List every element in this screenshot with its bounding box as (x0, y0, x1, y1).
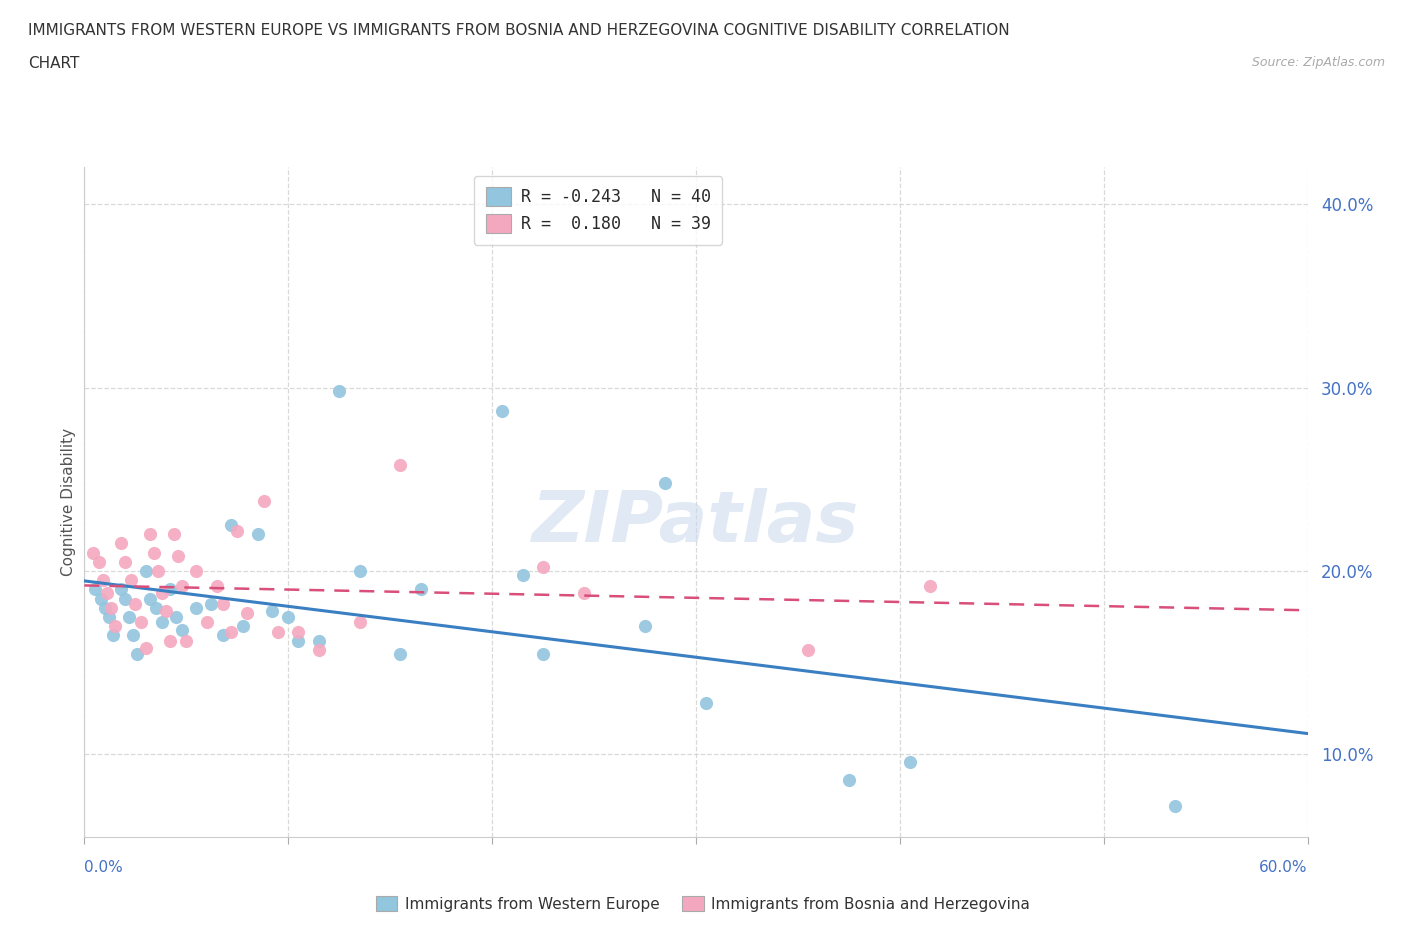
Point (219, 518, 242, 533)
Point (308, 633, 330, 648)
Point (277, 609, 299, 624)
Legend: R = -0.243   N = 40, R =  0.180   N = 39: R = -0.243 N = 40, R = 0.180 N = 39 (474, 176, 723, 245)
Point (135, 641, 157, 656)
Point (100, 600, 122, 615)
Point (150, 615, 173, 630)
Point (165, 609, 187, 624)
Point (87, 554, 110, 569)
Point (212, 596, 235, 611)
Point (838, 773, 860, 788)
Point (797, 643, 820, 658)
Point (491, 404, 513, 418)
Text: 60.0%: 60.0% (1260, 860, 1308, 875)
Point (159, 633, 181, 648)
Point (186, 564, 208, 578)
Y-axis label: Cognitive Disability: Cognitive Disability (60, 428, 76, 577)
Point (226, 524, 249, 538)
Text: Source: ZipAtlas.com: Source: ZipAtlas.com (1251, 56, 1385, 69)
Point (232, 618, 254, 633)
Point (267, 624, 290, 639)
Point (110, 582, 132, 597)
Point (172, 578, 194, 593)
Point (155, 604, 177, 618)
Point (572, 586, 595, 601)
Point (97, 609, 120, 624)
Point (138, 527, 160, 542)
Text: ZIPatlas: ZIPatlas (533, 488, 859, 557)
Point (120, 573, 142, 588)
Point (83, 582, 105, 597)
Point (512, 567, 534, 582)
Point (920, 578, 942, 593)
Point (634, 618, 657, 633)
Point (1164, 798, 1187, 813)
Point (146, 564, 169, 578)
Point (114, 554, 136, 569)
Point (82, 545, 104, 560)
Point (114, 591, 136, 606)
Point (145, 600, 167, 615)
Point (409, 582, 432, 597)
Point (389, 458, 412, 472)
Point (328, 384, 350, 399)
Point (174, 633, 197, 648)
Point (253, 494, 276, 509)
Legend: Immigrants from Western Europe, Immigrants from Bosnia and Herzegovina: Immigrants from Western Europe, Immigran… (370, 889, 1036, 918)
Point (90, 591, 112, 606)
Point (135, 564, 157, 578)
Text: 0.0%: 0.0% (84, 860, 124, 875)
Point (219, 624, 242, 639)
Text: CHART: CHART (28, 56, 80, 71)
Point (260, 604, 283, 618)
Point (172, 622, 194, 637)
Point (195, 615, 218, 630)
Point (101, 628, 124, 643)
Text: IMMIGRANTS FROM WESTERN EUROPE VS IMMIGRANTS FROM BOSNIA AND HERZEGOVINA COGNITI: IMMIGRANTS FROM WESTERN EUROPE VS IMMIGR… (28, 23, 1010, 38)
Point (205, 578, 228, 593)
Point (212, 628, 235, 643)
Point (246, 527, 269, 542)
Point (349, 615, 371, 630)
Point (150, 586, 173, 601)
Point (138, 591, 160, 606)
Point (124, 596, 146, 611)
Point (110, 536, 132, 551)
Point (131, 615, 153, 630)
Point (200, 596, 222, 611)
Point (127, 646, 149, 661)
Point (898, 754, 921, 769)
Point (308, 643, 330, 658)
Point (91, 573, 114, 588)
Point (142, 545, 165, 560)
Point (104, 618, 127, 633)
Point (118, 609, 141, 624)
Point (695, 696, 717, 711)
Point (389, 646, 412, 661)
Point (287, 624, 309, 639)
Point (93, 600, 115, 615)
Point (96, 586, 118, 601)
Point (349, 564, 371, 578)
Point (163, 527, 186, 542)
Point (186, 600, 208, 615)
Point (167, 549, 190, 564)
Point (236, 605, 259, 620)
Point (654, 475, 676, 490)
Point (287, 633, 309, 648)
Point (531, 646, 554, 661)
Point (159, 582, 181, 597)
Point (531, 560, 554, 575)
Point (122, 628, 145, 643)
